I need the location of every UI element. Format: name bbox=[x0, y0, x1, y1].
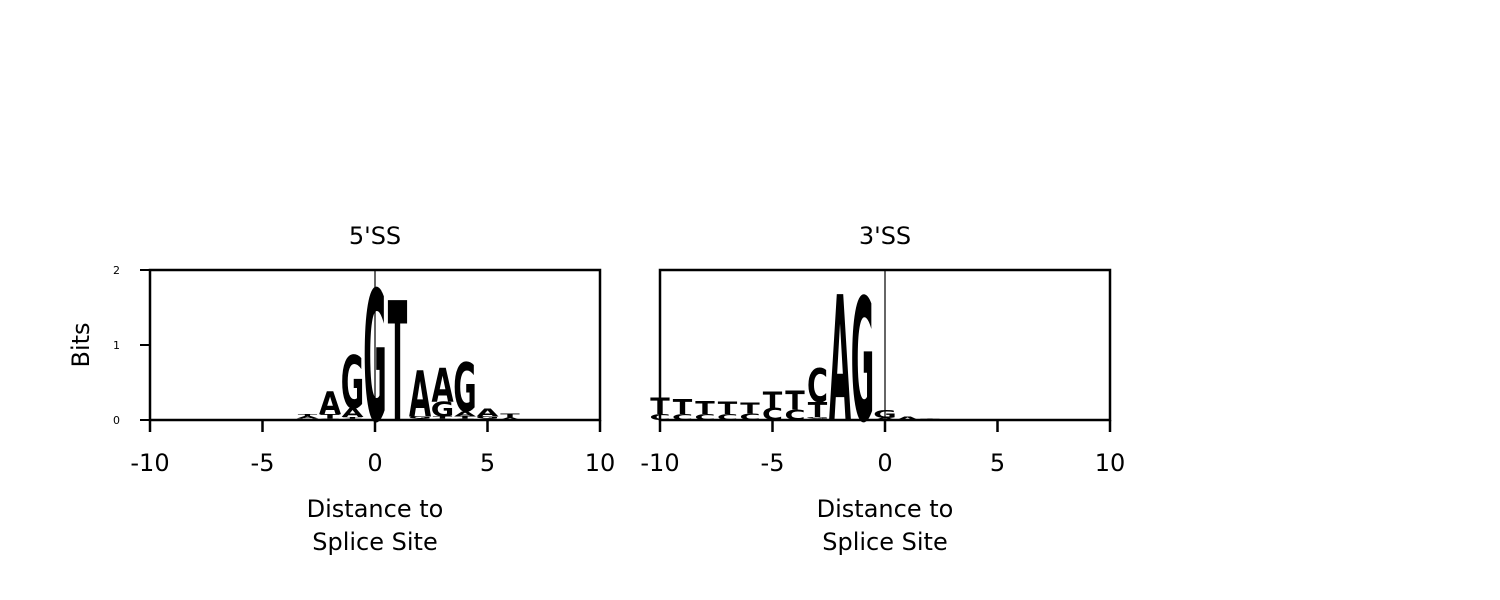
logo-letter-a: A bbox=[409, 357, 431, 432]
logo-letter-a: A bbox=[829, 261, 851, 462]
logo-letter-t: T bbox=[673, 395, 693, 419]
y-tick-label: 0 bbox=[113, 414, 120, 427]
x-tick-label: 5 bbox=[990, 449, 1005, 477]
logo-letter-t: T bbox=[785, 387, 805, 416]
logo-letter-t: T bbox=[763, 388, 783, 414]
logo-letter-a: A bbox=[454, 410, 477, 418]
x-axis-label-line-1: Distance to bbox=[817, 495, 954, 523]
logo-letter-g: G bbox=[431, 397, 454, 421]
logo-letter-a: A bbox=[431, 359, 453, 413]
logo-letter-t: T bbox=[500, 412, 519, 419]
logo-letter-t: T bbox=[298, 413, 318, 417]
x-tick-label: 10 bbox=[585, 449, 616, 477]
logo-letter-t: T bbox=[718, 399, 738, 418]
logo-letter-c: C bbox=[717, 412, 738, 422]
x-tick-label: -5 bbox=[251, 449, 275, 477]
x-ticks: -10 -5 0 5 10 bbox=[130, 420, 615, 477]
y-tick-label: 1 bbox=[113, 339, 120, 352]
x-ticks: -10 -5 0 5 10 bbox=[640, 420, 1125, 477]
x-tick-label: 10 bbox=[1095, 449, 1126, 477]
logo-letter-a: A bbox=[296, 416, 318, 420]
logo-letter-t: T bbox=[433, 416, 453, 420]
logo-letter-t: T bbox=[388, 267, 407, 459]
logo-letter-c: C bbox=[672, 412, 693, 422]
logo-letter-t: T bbox=[695, 398, 716, 419]
logo-letter-a: A bbox=[341, 406, 363, 420]
y-tick-label: 2 bbox=[113, 264, 120, 277]
x-tick-label: -10 bbox=[130, 449, 169, 477]
x-tick-label: 0 bbox=[367, 449, 382, 477]
logo-letter-a: A bbox=[319, 386, 341, 422]
logo-letter-a: A bbox=[896, 416, 918, 421]
logo-letter-g: G bbox=[851, 262, 874, 460]
logo-panel-3ss: 3'SS CTCTCTCTCTCTCTAGTCAGAGAT -10-50510 … bbox=[640, 222, 1125, 556]
logo-letter-g: G bbox=[476, 416, 499, 420]
logo-letter-t: T bbox=[343, 417, 363, 419]
logo-letter-c: C bbox=[740, 412, 761, 423]
x-tick-label: 5 bbox=[480, 449, 495, 477]
logo-letter-g: G bbox=[341, 341, 364, 425]
panel-title: 3'SS bbox=[859, 222, 911, 250]
logo-letter-c: C bbox=[695, 412, 716, 422]
x-tick-label: 0 bbox=[877, 449, 892, 477]
x-axis-label-line-2: Splice Site bbox=[822, 528, 947, 556]
x-tick-label: -10 bbox=[640, 449, 679, 477]
y-axis-label: Bits bbox=[67, 322, 95, 367]
logo-letter-t: T bbox=[455, 416, 475, 420]
logo-letter-t: T bbox=[320, 413, 339, 420]
logo-letter-t: T bbox=[740, 400, 760, 417]
x-tick-label: -5 bbox=[761, 449, 785, 477]
logo-letter-g: G bbox=[408, 416, 431, 420]
logo-letter-c: C bbox=[807, 360, 828, 414]
y-ticks: 0 1 2 bbox=[113, 264, 150, 427]
logo-letter-g: G bbox=[453, 350, 476, 428]
x-axis-label-line-2: Splice Site bbox=[312, 528, 437, 556]
logo-letter-g: G bbox=[806, 417, 829, 419]
panel-title: 5'SS bbox=[349, 222, 401, 250]
logo-letter-t: T bbox=[808, 398, 828, 422]
x-axis-label-line-1: Distance to bbox=[307, 495, 444, 523]
logo-letters: CTCTCTCTCTCTCTAGTCAGAGAT bbox=[650, 261, 940, 462]
logo-letter-a: A bbox=[476, 407, 499, 419]
